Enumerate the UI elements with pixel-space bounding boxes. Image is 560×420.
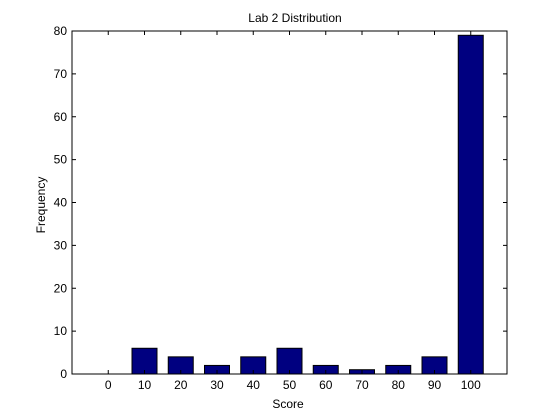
x-tick-label-10: 10 [138,378,152,392]
bars [131,34,484,375]
x-axis-label: Score [272,397,304,411]
x-tick-label-20: 20 [174,378,188,392]
y-tick-label-40: 40 [54,196,68,210]
x-tick-label-30: 30 [210,378,224,392]
y-tick-label-60: 60 [54,110,68,124]
plot-area: 0 10 20 30 40 50 60 70 80 90 100 0 10 20 30 40 50 60 70 80 [54,24,508,392]
y-axis-ticks: 0 10 20 30 40 50 60 70 80 [54,24,507,381]
y-tick-label-50: 50 [54,153,68,167]
x-axis-ticks: 0 10 20 30 40 50 60 70 80 90 100 [105,31,481,392]
y-tick-label-10: 10 [54,324,68,338]
y-tick-label-20: 20 [54,281,68,295]
x-tick-label-0: 0 [105,378,112,392]
y-tick-label-70: 70 [54,67,68,81]
y-tick-label-30: 30 [54,238,68,252]
x-tick-label-60: 60 [319,378,333,392]
y-axis-label: Frequency [34,177,48,234]
bar-50 [276,347,303,375]
x-tick-label-90: 90 [428,378,442,392]
plot-area-frame [71,30,508,375]
x-tick-label-50: 50 [283,378,297,392]
x-tick-label-40: 40 [247,378,261,392]
chart-title: Lab 2 Distribution [248,11,341,25]
y-tick-label-0: 0 [60,367,67,381]
y-tick-label-80: 80 [54,24,68,38]
x-tick-label-70: 70 [355,378,369,392]
x-tick-label-80: 80 [392,378,406,392]
bar-100 [457,34,484,375]
bar-10 [131,347,158,375]
x-tick-label-100: 100 [461,378,481,392]
